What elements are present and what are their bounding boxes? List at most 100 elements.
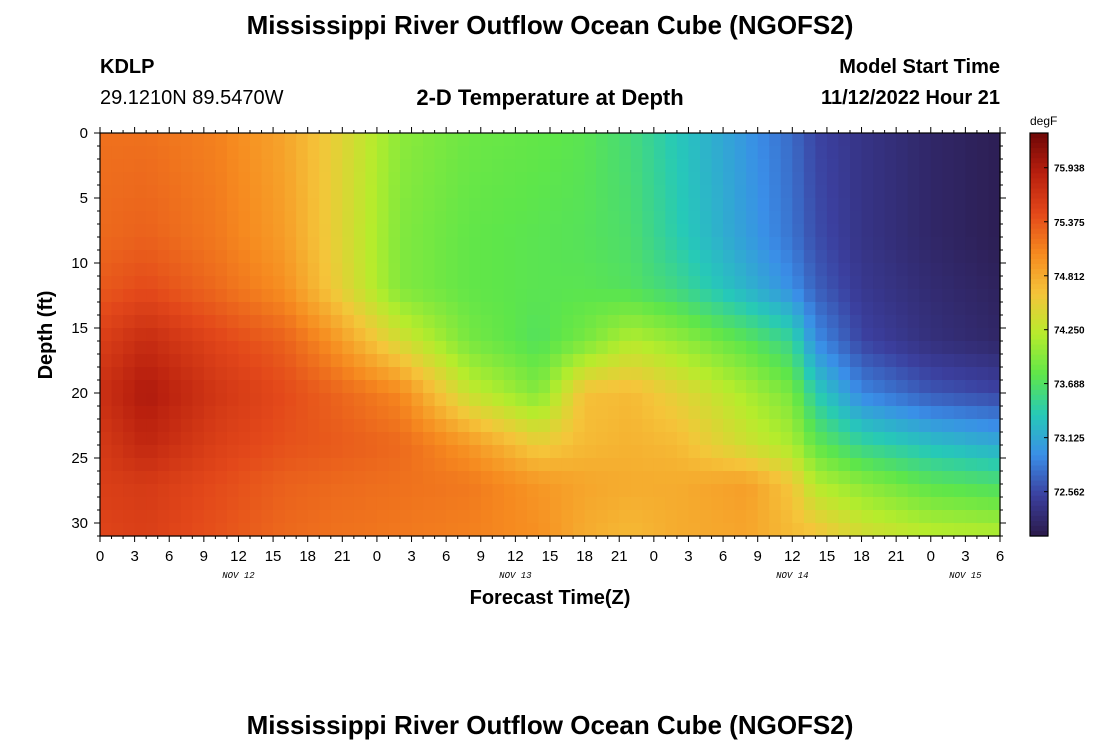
heatmap-cell (538, 380, 551, 394)
heatmap-cell (296, 328, 309, 342)
heatmap-cell (180, 471, 193, 485)
heatmap-cell (607, 328, 620, 342)
heatmap-cell (688, 380, 701, 394)
heatmap-cell (411, 406, 424, 420)
heatmap-cell (976, 380, 990, 394)
heatmap-cell (203, 159, 216, 173)
heatmap-cell (538, 471, 551, 485)
heatmap-cell (550, 471, 563, 485)
heatmap-cell (930, 250, 943, 264)
heatmap-cell (953, 380, 966, 394)
heatmap-cell (942, 133, 955, 147)
heatmap-cell (446, 484, 459, 498)
heatmap-cell (976, 315, 990, 329)
heatmap-cell (757, 276, 770, 290)
heatmap-cell (111, 159, 124, 173)
heatmap-cell (365, 211, 378, 225)
heatmap-cell (653, 419, 666, 433)
heatmap-cell (907, 146, 920, 160)
heatmap-cell (157, 406, 170, 420)
heatmap-cell (492, 458, 505, 472)
heatmap-cell (503, 393, 516, 407)
heatmap-cell (330, 263, 343, 277)
heatmap-cell (561, 432, 574, 446)
heatmap-cell (388, 406, 401, 420)
heatmap-cell (100, 224, 113, 238)
heatmap-cell (457, 354, 470, 368)
heatmap-cell (642, 159, 655, 173)
heatmap-cell (307, 471, 320, 485)
heatmap-cell (284, 328, 297, 342)
heatmap-cell (930, 354, 943, 368)
heatmap-cell (780, 198, 793, 212)
heatmap-cell (492, 393, 505, 407)
heatmap-cell (250, 458, 263, 472)
heatmap-cell (630, 146, 643, 160)
heatmap-cell (238, 497, 251, 511)
colorbar-segment (1030, 450, 1048, 456)
heatmap-cell (550, 302, 563, 316)
heatmap-cell (469, 471, 482, 485)
heatmap-cell (192, 406, 205, 420)
heatmap-cell (134, 419, 147, 433)
heatmap-cell (353, 263, 366, 277)
heatmap-cell (873, 341, 886, 355)
heatmap-cell (596, 432, 609, 446)
heatmap-cell (723, 211, 736, 225)
heatmap-cell (907, 406, 920, 420)
heatmap-cell (619, 367, 632, 381)
heatmap-cell (157, 484, 170, 498)
heatmap-cell (965, 237, 978, 251)
heatmap-cell (365, 250, 378, 264)
heatmap-cell (919, 263, 932, 277)
heatmap-cell (400, 198, 413, 212)
heatmap-cell (434, 419, 447, 433)
heatmap-cell (157, 458, 170, 472)
heatmap-cell (157, 315, 170, 329)
heatmap-cell (457, 393, 470, 407)
heatmap-cell (215, 302, 228, 316)
heatmap-cell (526, 159, 540, 173)
heatmap-cell (930, 237, 943, 251)
heatmap-cell (988, 211, 1001, 225)
heatmap-cell (157, 419, 170, 433)
colorbar-segment (1030, 243, 1048, 250)
heatmap-cell (780, 367, 793, 381)
colorbar-segment (1030, 445, 1048, 451)
heatmap-cell (457, 289, 470, 303)
heatmap-cell (123, 406, 136, 420)
heatmap-cell (226, 445, 240, 459)
heatmap-cell (815, 354, 828, 368)
heatmap-cell (884, 484, 897, 498)
heatmap-cell (815, 224, 828, 238)
heatmap-cell (307, 302, 320, 316)
heatmap-cell (261, 380, 274, 394)
heatmap-cell (965, 367, 978, 381)
heatmap-cell (792, 484, 805, 498)
heatmap-cell (780, 419, 793, 433)
heatmap-cell (780, 406, 793, 420)
heatmap-cell (573, 159, 586, 173)
heatmap-cell (676, 185, 690, 199)
heatmap-cell (826, 367, 840, 381)
heatmap-cell (400, 523, 413, 537)
heatmap-cell (896, 302, 909, 316)
heatmap-cell (157, 471, 170, 485)
heatmap-cell (573, 484, 586, 498)
heatmap-cell (342, 263, 355, 277)
heatmap-cell (630, 445, 643, 459)
heatmap-cell (515, 458, 528, 472)
heatmap-cell (711, 406, 724, 420)
heatmap-cell (792, 133, 805, 147)
heatmap-cell (503, 250, 516, 264)
heatmap-cell (619, 211, 632, 225)
heatmap-cell (526, 432, 540, 446)
heatmap-cell (469, 406, 482, 420)
heatmap-cell (215, 419, 228, 433)
heatmap-cell (700, 237, 713, 251)
heatmap-cell (238, 159, 251, 173)
heatmap-cell (123, 224, 136, 238)
heatmap-cell (861, 380, 874, 394)
heatmap-cell (953, 172, 966, 186)
heatmap-cell (907, 263, 920, 277)
